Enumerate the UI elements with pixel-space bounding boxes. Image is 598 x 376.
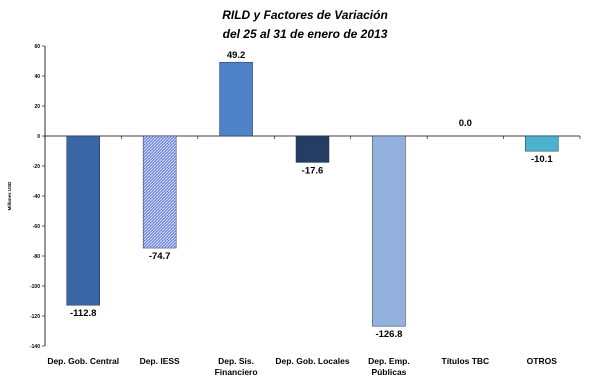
y-tick-label: -100 <box>30 284 40 290</box>
y-tick-label: -40 <box>33 194 40 200</box>
category-label: Dep. Emp. <box>368 356 410 366</box>
y-tick-label: -80 <box>33 254 40 260</box>
y-tick-label: -120 <box>30 314 40 320</box>
y-tick-label: 60 <box>34 44 40 50</box>
bar <box>219 61 253 137</box>
data-label: -74.7 <box>149 251 171 262</box>
y-tick-label: 0 <box>37 134 40 140</box>
category-label: Dep. Gob. Central <box>47 356 119 366</box>
y-axis-label: Millones USD <box>7 181 12 211</box>
bar <box>66 135 100 306</box>
y-tick-label: 40 <box>34 74 40 80</box>
category-label: Públicas <box>371 367 406 376</box>
y-tick-label: -60 <box>33 224 40 230</box>
data-label: 0.0 <box>459 118 472 129</box>
chart-subtitle: del 25 al 31 de enero de 2013 <box>223 27 388 41</box>
category-label: OTROS <box>527 356 558 366</box>
bar <box>525 135 559 152</box>
category-label: Títulos TBC <box>442 356 490 366</box>
bar <box>372 135 406 327</box>
category-label: Financiero <box>215 367 258 376</box>
category-label: Dep. Gob. Locales <box>275 356 349 366</box>
category-label: Dep. Sis. <box>218 356 254 366</box>
category-label: Dep. IESS <box>140 356 180 366</box>
y-tick-label: -20 <box>33 164 40 170</box>
data-label: -126.8 <box>375 329 402 340</box>
data-label: -17.6 <box>302 165 324 176</box>
chart-title: RILD y Factores de Variación <box>222 8 388 22</box>
y-tick-label: -140 <box>30 344 40 350</box>
y-tick-label: 20 <box>34 104 40 110</box>
data-label: 49.2 <box>227 50 246 61</box>
bar <box>142 135 177 249</box>
data-label: -10.1 <box>531 154 553 165</box>
data-label: -112.8 <box>70 308 96 319</box>
bar <box>295 135 330 163</box>
